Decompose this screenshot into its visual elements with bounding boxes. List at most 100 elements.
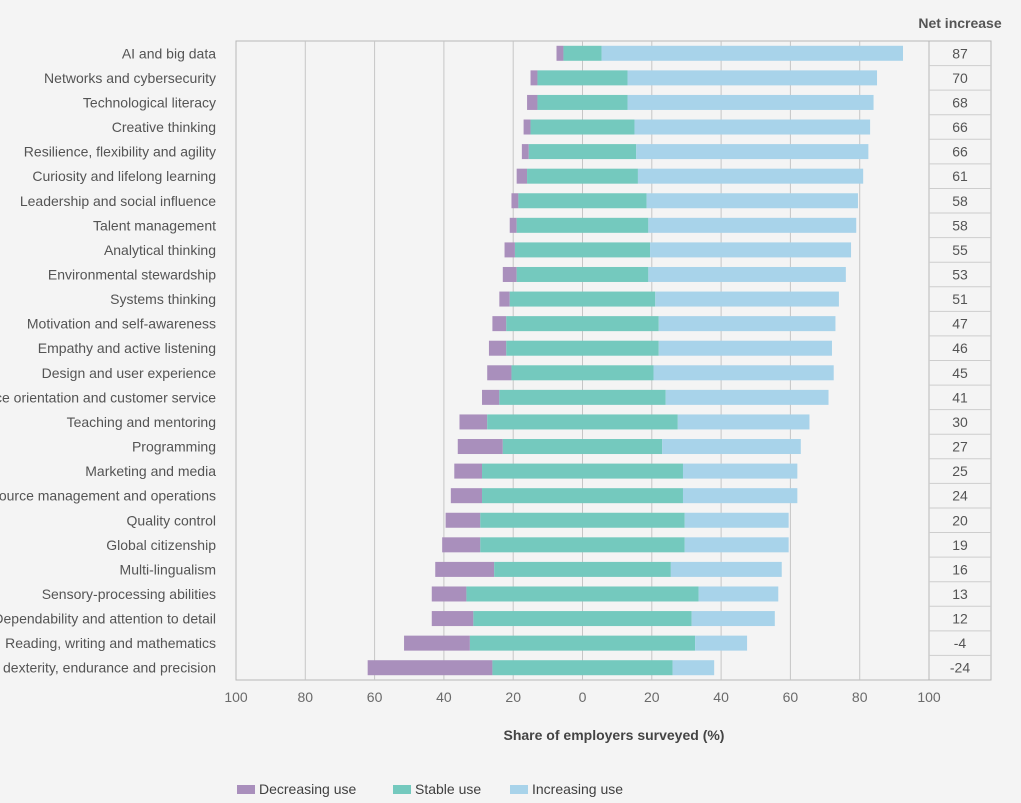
legend-label-stable: Stable use [415,781,482,797]
bar-increasing-use [648,217,857,233]
x-tick-label: 60 [367,689,383,705]
bar-stable-use [482,463,683,479]
bar-decreasing-use [487,365,512,381]
category-label: Creative thinking [112,119,216,135]
category-label: Marketing and media [85,463,216,479]
net-increase-value: 58 [952,217,968,233]
category-label: Analytical thinking [104,242,216,258]
category-label: Design and user experience [42,365,217,381]
bar-decreasing-use [509,217,517,233]
net-increase-value: -24 [950,660,970,676]
bar-stable-use [492,660,673,676]
bar-stable-use [494,561,671,577]
net-increase-title: Net increase [918,15,1001,31]
legend-item-stable: Stable use [393,779,481,799]
net-increase-value: 41 [952,389,968,405]
bar-decreasing-use [482,389,500,405]
bar-decreasing-use [521,144,529,160]
bar-stable-use [528,144,637,160]
bar-increasing-use [648,266,846,282]
bar-stable-use [511,365,654,381]
bar-stable-use [516,266,649,282]
legend-label-decreasing: Decreasing use [259,781,357,797]
bar-increasing-use [655,291,839,307]
net-increase-value: 12 [952,611,968,627]
x-tick-label: 60 [783,689,799,705]
category-label: Environmental stewardship [48,266,216,282]
net-increase-value: 51 [952,291,968,307]
bar-stable-use [482,488,683,504]
bar-increasing-use [662,439,801,455]
category-label: Resource management and operations [0,488,216,504]
bar-stable-use [527,168,638,184]
category-label: Leadership and social influence [20,193,216,209]
net-increase-value: 53 [952,266,968,282]
net-increase-value: 24 [952,488,968,504]
legend-item-decreasing: Decreasing use [237,779,356,799]
category-label: Motivation and self-awareness [27,316,216,332]
category-label: Curiosity and lifelong learning [32,168,216,184]
bar-stable-use [506,340,659,356]
bar-stable-use [514,242,651,258]
bar-stable-use [530,119,635,135]
bar-increasing-use [672,660,715,676]
bar-stable-use [563,45,602,61]
net-increase-value: 66 [952,119,968,135]
bar-decreasing-use [511,193,519,209]
category-label: Teaching and mentoring [67,414,216,430]
bar-increasing-use [691,611,775,627]
legend-swatch-stable [393,784,411,794]
bar-decreasing-use [367,660,493,676]
bar-stable-use [537,94,628,110]
bar-increasing-use [627,94,874,110]
net-increase-value: 68 [952,94,968,110]
bar-increasing-use [698,586,779,602]
category-label: Service orientation and customer service [0,389,216,405]
legend-swatch-decreasing [237,784,255,794]
bar-stable-use [537,70,628,86]
bar-stable-use [487,414,678,430]
x-tick-label: 80 [852,689,868,705]
bar-decreasing-use [527,94,538,110]
bar-decreasing-use [431,586,467,602]
x-tick-label: 80 [298,689,314,705]
bar-decreasing-use [454,463,483,479]
net-increase-value: 45 [952,365,968,381]
bar-decreasing-use [530,70,538,86]
bar-decreasing-use [435,561,495,577]
category-label: Empathy and active listening [38,340,216,356]
bar-decreasing-use [504,242,515,258]
x-axis-title: Share of employers surveyed (%) [504,727,725,743]
bar-stable-use [473,611,692,627]
category-label: Resilience, flexibility and agility [24,144,216,160]
net-increase-value: 30 [952,414,968,430]
bar-increasing-use [684,512,789,528]
net-increase-value: 55 [952,242,968,258]
bar-increasing-use [658,316,836,332]
bar-increasing-use [627,70,878,86]
x-tick-label: 20 [505,689,521,705]
category-label: Sensory-processing abilities [42,586,216,602]
bar-increasing-use [658,340,832,356]
legend-label-increasing: Increasing use [532,781,624,797]
x-tick-label: 40 [436,689,452,705]
category-label: Technological literacy [83,94,216,110]
bar-decreasing-use [523,119,531,135]
bar-decreasing-use [516,168,528,184]
net-increase-value: -4 [954,635,967,651]
bar-decreasing-use [492,316,507,332]
net-increase-value: 27 [952,439,968,455]
bar-increasing-use [677,414,810,430]
x-tick-label: 100 [917,689,941,705]
category-label: Systems thinking [110,291,216,307]
bar-increasing-use [601,45,904,61]
bar-stable-use [480,537,685,553]
net-increase-value: 16 [952,561,968,577]
x-tick-label: 100 [224,689,248,705]
category-label: Programming [132,439,216,455]
bar-increasing-use [634,119,871,135]
bar-stable-use [509,291,656,307]
net-increase-value: 25 [952,463,968,479]
